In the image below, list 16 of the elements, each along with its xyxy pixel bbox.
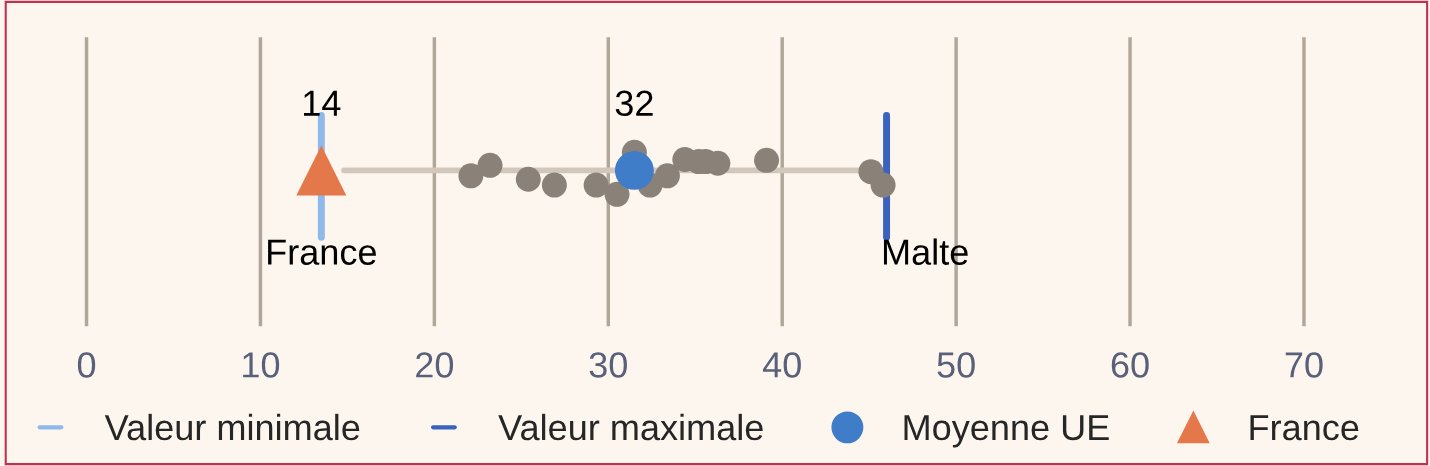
x-tick-label: 20 (416, 352, 454, 378)
x-tick-label: 70 (1285, 352, 1323, 378)
text: France (268, 239, 376, 265)
legend-label: Valeur maximale (498, 413, 763, 441)
x-tick-label: 30 (589, 352, 627, 378)
legend-label: Moyenne UE (904, 415, 1109, 448)
annotation: 32 (615, 90, 653, 117)
x-tick-label: 60 (1111, 352, 1149, 378)
x-tick-label: 10 (243, 352, 280, 378)
legend-label: France (1250, 415, 1359, 441)
text: Malte (883, 238, 968, 265)
annotation: 14 (304, 90, 341, 116)
x-tick-label: 50 (937, 352, 975, 378)
x-tick-label: 40 (762, 352, 801, 378)
x-tick-label: 0 (77, 352, 96, 378)
legend-label: Valeur minimale (104, 413, 360, 441)
